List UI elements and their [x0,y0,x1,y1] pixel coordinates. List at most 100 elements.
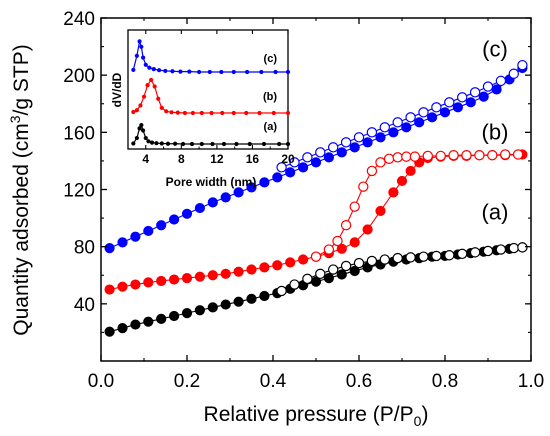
inset-point [141,94,147,99]
inset-point [257,110,262,116]
inset-series-line [132,123,288,145]
main-plot-layer: (a) (b) (c) [104,37,528,337]
adsorption-point [491,84,502,95]
inset-point [159,105,164,110]
inset-point [210,141,215,147]
inset-point [220,110,225,116]
inset-point [234,141,239,147]
inset-x-axis-title: Pore width (nm) [166,175,257,189]
inset-point [134,135,139,141]
adsorption-point [285,167,296,178]
inset-point [209,110,214,116]
desorption-point [418,107,429,118]
inset-point [199,110,204,116]
adsorption-point [233,187,244,198]
desorption-point [392,152,403,163]
y-tick-label: 80 [74,238,95,259]
isotherm-series: (b) [104,119,528,295]
series-label: (b) [482,119,509,144]
desorption-point [323,244,335,255]
adsorption-point [405,165,416,177]
series-label: (a) [482,200,509,225]
adsorption-point [181,273,193,284]
desorption-point [276,162,287,173]
adsorption-point [169,214,180,225]
inset-series: (c) [131,39,291,75]
inset-point [285,141,291,147]
inset-point [244,110,249,116]
desorption-point [379,122,390,133]
adsorption-point [349,142,360,153]
x-tick-label: 0.6 [346,371,372,392]
inset-point [197,69,202,75]
inset-point [285,110,291,116]
adsorption-point [285,257,296,268]
x-tick-label: 1.0 [518,371,544,392]
desorption-point [444,250,455,261]
adsorption-point [130,231,141,242]
desorption-point [487,149,498,161]
desorption-point [328,264,339,275]
desorption-point [422,150,433,162]
inset-point [134,108,139,113]
inset-point [261,141,267,147]
adsorption-point [375,132,386,143]
inset-point [138,103,143,108]
x-axis-title: Relative pressure (P/P0) [204,403,429,429]
adsorption-point [465,97,476,108]
adsorption-point [194,271,205,282]
adsorption-point [181,308,193,319]
adsorption-point [143,277,154,288]
desorption-point [431,250,442,262]
inset-y-axis-title: dV/dD [110,72,124,107]
inset-point [137,126,142,131]
desorption-point [315,147,326,158]
inset-point [170,69,175,74]
main-chart: (a) (b) (c) 0.0 0.2 0.4 0.6 0.8 1.0 40 80 120 160 20… [7,9,544,429]
inset-point [181,141,186,147]
inset-point [149,140,155,145]
adsorption-point [246,264,257,275]
desorption-point [482,245,494,257]
adsorption-line [109,153,523,291]
adsorption-point [246,293,257,304]
inset-point [146,139,151,144]
inset-point [189,141,195,147]
desorption-point [340,137,352,148]
desorption-point [328,142,339,153]
adsorption-point [169,310,180,322]
desorption-point [512,149,524,160]
adsorption-point [401,122,412,133]
y-axis-title: Quantity adsorbed (cm3/g STP) [7,44,33,335]
inset-point [173,141,178,146]
x-tick-label: 0.8 [432,371,458,392]
desorption-point [302,152,313,163]
adsorption-point [272,172,283,183]
inset-point [159,141,164,146]
y-tick-label: 40 [74,295,95,316]
desorption-point [366,127,378,138]
desorption-point [340,260,352,272]
desorption-point [366,165,378,177]
desorption-point [315,268,326,280]
desorption-point [435,150,446,162]
adsorption-point [396,175,408,187]
main-tick-layer: 0.0 0.2 0.4 0.6 0.8 1.0 40 80 120 160 200 240 [63,9,544,392]
inset-point [147,65,152,70]
inset-point [152,84,157,89]
adsorption-point [220,192,231,203]
inset-point [231,69,236,75]
desorption-point [409,151,421,162]
inset-point [273,69,278,75]
desorption-point [517,59,528,71]
y-tick-label: 200 [63,66,95,87]
inset-point [139,44,144,49]
inset-point [178,69,183,74]
adsorption-point [104,326,115,337]
inset-point [145,83,150,88]
inset-point [154,141,159,146]
adsorption-point [336,147,347,158]
y-tick-label: 240 [63,9,95,30]
adsorption-point [259,290,270,302]
